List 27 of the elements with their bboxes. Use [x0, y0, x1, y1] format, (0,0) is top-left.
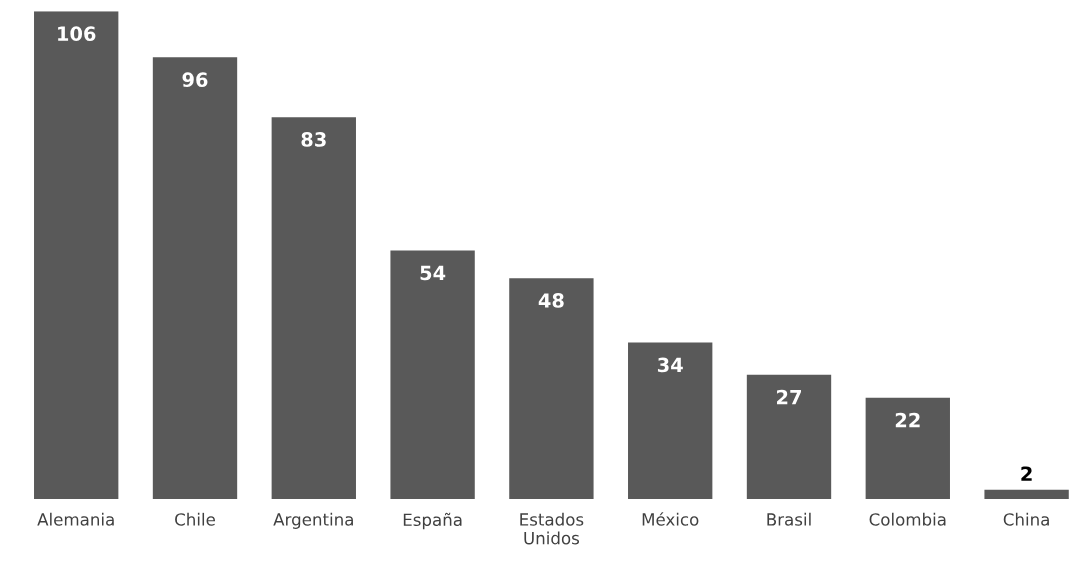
x-tick-label: China [1003, 512, 1049, 526]
x-tick-label: México [642, 512, 699, 526]
x-tick-label: España [403, 512, 462, 530]
data-label: 83 [301, 132, 326, 147]
bar [746, 374, 832, 499]
bar [271, 117, 356, 499]
data-label: 106 [58, 26, 96, 42]
data-label: 96 [182, 72, 208, 88]
x-tick-label: Estados Unidos [520, 512, 584, 545]
bar [865, 397, 950, 499]
x-tick-label: Colombia [869, 512, 946, 526]
data-label: 22 [895, 412, 920, 428]
x-tick-label: Chile [175, 512, 215, 526]
x-tick-label: Argentina [273, 512, 353, 529]
bar [984, 489, 1069, 499]
x-tick-label: Alemania [37, 512, 114, 526]
data-label: 48 [538, 293, 564, 308]
data-label: 27 [777, 389, 801, 405]
data-label: 2 [1021, 466, 1032, 481]
x-tick-label: Brasil [767, 512, 811, 526]
bar [509, 278, 594, 499]
bar [628, 342, 713, 499]
bar [390, 250, 475, 499]
bar [152, 57, 238, 499]
data-label: 34 [657, 357, 683, 373]
data-label: 54 [420, 265, 446, 281]
bar [34, 11, 119, 499]
